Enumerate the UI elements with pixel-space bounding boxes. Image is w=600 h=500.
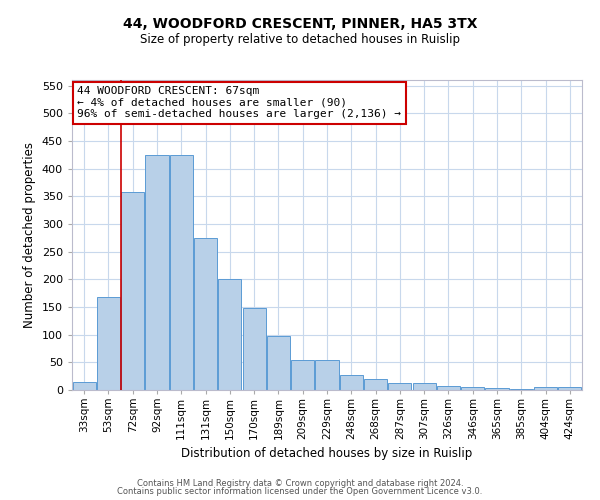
Bar: [121, 192, 144, 390]
Text: 44, WOODFORD CRESCENT, PINNER, HA5 3TX: 44, WOODFORD CRESCENT, PINNER, HA5 3TX: [123, 18, 477, 32]
Text: Contains HM Land Registry data © Crown copyright and database right 2024.: Contains HM Land Registry data © Crown c…: [137, 478, 463, 488]
Bar: [218, 280, 241, 390]
Text: Contains public sector information licensed under the Open Government Licence v3: Contains public sector information licen…: [118, 487, 482, 496]
Bar: [534, 387, 557, 390]
Bar: [291, 360, 314, 390]
Bar: [461, 387, 484, 390]
Bar: [97, 297, 120, 390]
Y-axis label: Number of detached properties: Number of detached properties: [23, 142, 36, 328]
Bar: [559, 387, 581, 390]
Bar: [194, 238, 217, 390]
Text: Size of property relative to detached houses in Ruislip: Size of property relative to detached ho…: [140, 32, 460, 46]
Bar: [170, 154, 193, 390]
X-axis label: Distribution of detached houses by size in Ruislip: Distribution of detached houses by size …: [181, 448, 473, 460]
Bar: [413, 383, 436, 390]
Bar: [145, 154, 169, 390]
Bar: [437, 386, 460, 390]
Bar: [242, 308, 266, 390]
Bar: [485, 388, 509, 390]
Bar: [364, 379, 387, 390]
Bar: [267, 336, 290, 390]
Bar: [340, 374, 363, 390]
Text: 44 WOODFORD CRESCENT: 67sqm
← 4% of detached houses are smaller (90)
96% of semi: 44 WOODFORD CRESCENT: 67sqm ← 4% of deta…: [77, 86, 401, 120]
Bar: [73, 382, 95, 390]
Bar: [388, 384, 412, 390]
Bar: [316, 360, 338, 390]
